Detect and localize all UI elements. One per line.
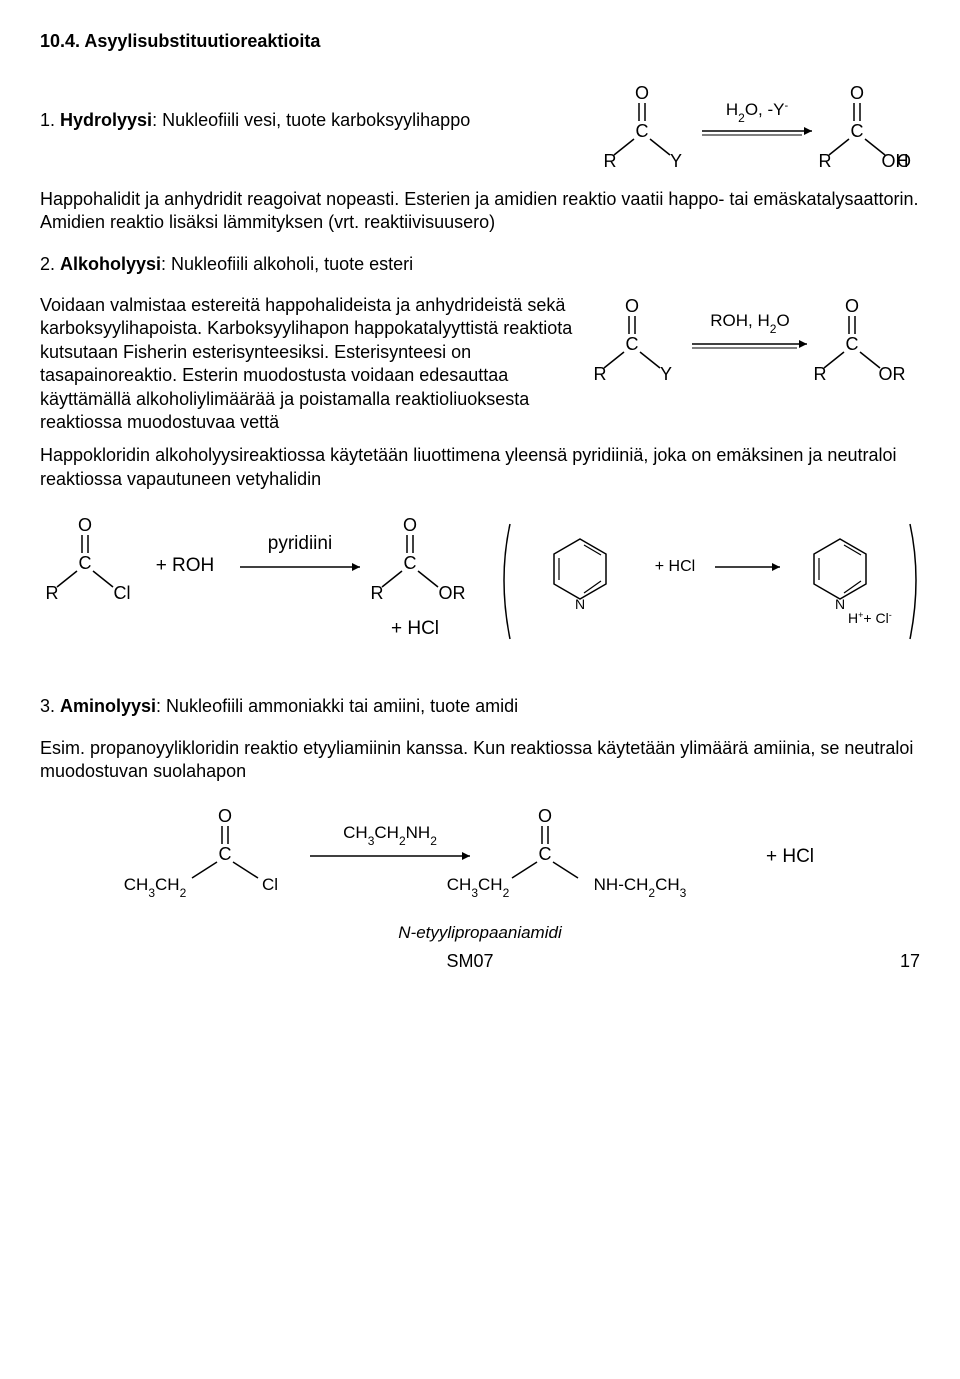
aminolysis-title: Aminolyysi (60, 696, 156, 716)
svg-text:C: C (851, 121, 864, 141)
svg-text:O: O (845, 296, 859, 316)
alcoholysis-number: 2. (40, 254, 60, 274)
hydrolysis-title: Hydrolyysi (60, 110, 152, 130)
svg-text:C: C (539, 844, 552, 864)
aminolysis-number: 3. (40, 696, 60, 716)
svg-text:N: N (575, 596, 585, 612)
alcoholysis-body: Voidaan valmistaa estereitä happohalidei… (40, 294, 586, 434)
svg-text:Y: Y (670, 151, 682, 171)
svg-text:pyridiini: pyridiini (268, 533, 332, 554)
aminolysis-heading: 3. Aminolyysi: Nukleofiili ammoniakki ta… (40, 695, 920, 718)
svg-text:R: R (46, 583, 59, 603)
hydrolysis-after: : Nukleofiili vesi, tuote karboksyylihap… (152, 110, 470, 130)
svg-text:OR: OR (879, 364, 906, 384)
aminolysis-after: : Nukleofiili ammoniakki tai amiini, tuo… (156, 696, 518, 716)
aminolysis-scheme: O C CH3CH2 Cl CH3CH2NH2 O C CH3CH2 NH-CH… (40, 802, 920, 918)
svg-text:CH3CH2: CH3CH2 (447, 875, 510, 900)
svg-text:OH: OH (882, 151, 909, 171)
svg-text:H2O, -Y-: H2O, -Y- (726, 100, 789, 125)
footer-right: 17 (900, 950, 920, 973)
hydrolysis-number: 1. (40, 110, 60, 130)
svg-text:ROH, H2O: ROH, H2O (710, 311, 789, 336)
alcoholysis-heading: 2. Alkoholyysi: Nukleofiili alkoholi, tu… (40, 253, 920, 276)
svg-text:O: O (538, 806, 552, 826)
svg-text:Cl: Cl (262, 875, 278, 894)
svg-text:C: C (79, 553, 92, 573)
svg-text:+ HCl: + HCl (766, 846, 814, 867)
svg-text:CH3CH2NH2: CH3CH2NH2 (343, 823, 437, 848)
hydrolysis-row: 1. Hydrolyysi: Nukleofiili vesi, tuote k… (40, 81, 920, 177)
svg-text:R: R (371, 583, 384, 603)
hydrolysis-para: Happohalidit ja anhydridit reagoivat nop… (40, 188, 920, 235)
aminolysis-body: Esim. propanoyylikloridin reaktio etyyli… (40, 737, 920, 784)
svg-text:O: O (78, 515, 92, 535)
svg-text:+ HCl: + HCl (655, 558, 695, 575)
svg-text:R: R (814, 364, 827, 384)
svg-text:NH-CH2CH3: NH-CH2CH3 (594, 875, 687, 900)
alcoholysis-title: Alkoholyysi (60, 254, 161, 274)
section-heading: 10.4. Asyylisubstituutioreaktioita (40, 30, 920, 53)
svg-text:R: R (604, 151, 617, 171)
svg-text:O: O (850, 83, 864, 103)
svg-text:C: C (846, 334, 859, 354)
svg-text:Cl: Cl (114, 583, 131, 603)
aminolysis-caption: N-etyylipropaaniamidi (40, 922, 920, 944)
svg-text:+ ROH: + ROH (156, 555, 215, 576)
svg-text:C: C (404, 553, 417, 573)
svg-text:OR: OR (439, 583, 466, 603)
svg-text:C: C (636, 121, 649, 141)
svg-text:Y: Y (660, 364, 672, 384)
svg-text:O: O (625, 296, 639, 316)
page-footer: SM07 17 (40, 950, 920, 973)
svg-text:C: C (626, 334, 639, 354)
alcoholysis-after: : Nukleofiili alkoholi, tuote esteri (161, 254, 413, 274)
svg-text:O: O (403, 515, 417, 535)
svg-text:R: R (594, 364, 607, 384)
svg-text:CH3CH2: CH3CH2 (124, 875, 187, 900)
hydrolysis-scheme: O C R Y H2O, -Y- O C R OH OH (602, 81, 912, 177)
svg-text:H++ Cl-: H++ Cl- (848, 610, 892, 626)
svg-text:C: C (219, 844, 232, 864)
svg-text:R: R (819, 151, 832, 171)
svg-text:O: O (635, 83, 649, 103)
footer-left: SM07 (446, 950, 493, 973)
alcoholysis-row: Voidaan valmistaa estereitä happohalidei… (40, 294, 920, 434)
svg-text:O: O (218, 806, 232, 826)
svg-text:+ HCl: + HCl (391, 618, 439, 639)
pyridine-scheme: O C R Cl + ROH pyridiini O C R OR + HCl (40, 509, 920, 665)
alcoholysis-scheme: O C R Y ROH, H2O O C R OR (592, 294, 912, 395)
svg-text:N: N (835, 596, 845, 612)
pyridine-para: Happokloridin alkoholyysireaktiossa käyt… (40, 444, 920, 491)
